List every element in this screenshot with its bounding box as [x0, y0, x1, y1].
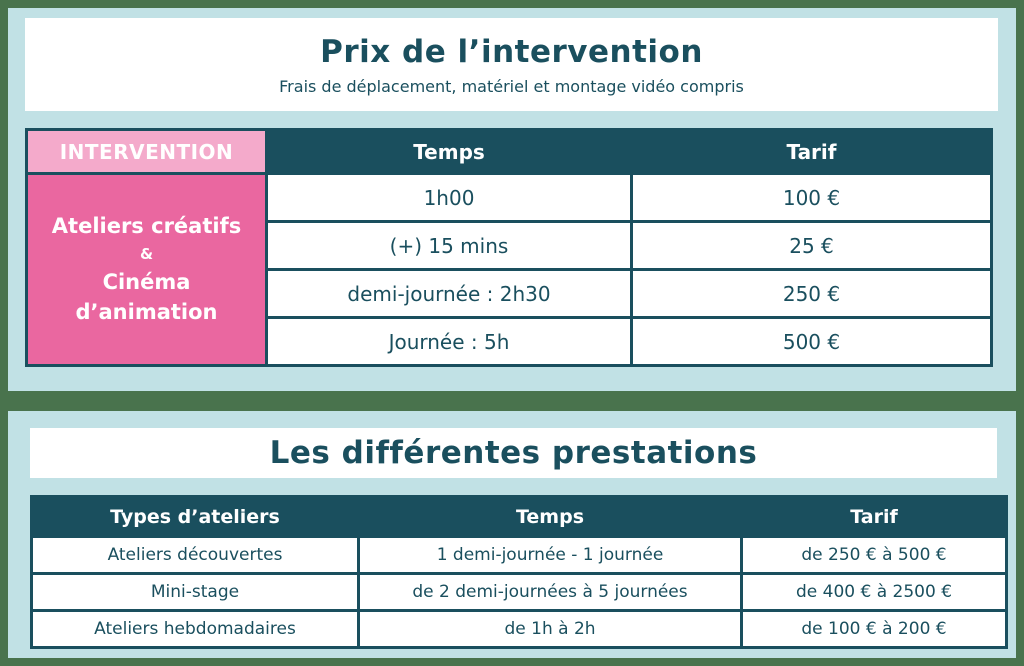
temps-column-header: Temps	[265, 128, 633, 175]
ampersand: &	[139, 244, 154, 263]
intervention-title: Prix de l’intervention	[320, 33, 703, 70]
table-header-row: INTERVENTION Temps Tarif	[25, 128, 993, 175]
table-row: demi-journée : 2h30 250 €	[27, 268, 993, 319]
temps-cell: 1 demi-journée - 1 journée	[357, 535, 743, 575]
tarif-cell: 25 €	[630, 220, 993, 271]
temps-cell: de 1h à 2h	[357, 609, 743, 649]
tarif-column-header: Tarif	[630, 128, 993, 175]
intervention-label-line: Cinéma	[102, 270, 191, 295]
intervention-pricing-table: INTERVENTION Temps Tarif Ateliers créati…	[25, 128, 993, 367]
prestations-title-card: Les différentes prestations	[30, 428, 997, 478]
type-cell: Mini-stage	[30, 572, 360, 612]
type-cell: Ateliers hebdomadaires	[30, 609, 360, 649]
temps-cell: Journée : 5h	[265, 316, 633, 367]
intervention-title-card: Prix de l’intervention Frais de déplacem…	[25, 18, 998, 111]
tarif-cell: 250 €	[630, 268, 993, 319]
table-row: Journée : 5h 500 €	[27, 316, 993, 367]
types-column-header: Types d’ateliers	[30, 495, 360, 538]
tarif-cell: de 400 € à 2500 €	[740, 572, 1008, 612]
intervention-label-line: Ateliers créatifs	[51, 214, 242, 239]
tarif-cell: 100 €	[630, 172, 993, 223]
type-cell: Ateliers découvertes	[30, 535, 360, 575]
temps-cell: demi-journée : 2h30	[265, 268, 633, 319]
temps-column-header: Temps	[357, 495, 743, 538]
prestations-table: Types d’ateliers Temps Tarif Ateliers dé…	[30, 495, 1008, 649]
intervention-label-line: d’animation	[75, 300, 218, 325]
intervention-column-header: INTERVENTION	[25, 128, 268, 175]
section-prestations: Les différentes prestations Types d’atel…	[8, 411, 1016, 658]
table-row: Mini-stage de 2 demi-journées à 5 journé…	[30, 572, 1008, 612]
prestations-title: Les différentes prestations	[269, 435, 758, 471]
tarif-cell: 500 €	[630, 316, 993, 367]
table-row: (+) 15 mins 25 €	[27, 220, 993, 271]
tarif-column-header: Tarif	[740, 495, 1008, 538]
table-row: Ateliers découvertes 1 demi-journée - 1 …	[30, 535, 1008, 575]
temps-cell: 1h00	[265, 172, 633, 223]
table-row: Ateliers hebdomadaires de 1h à 2h de 100…	[30, 609, 1008, 649]
table-header-row: Types d’ateliers Temps Tarif	[30, 495, 1008, 538]
temps-cell: de 2 demi-journées à 5 journées	[357, 572, 743, 612]
intervention-subtitle: Frais de déplacement, matériel et montag…	[279, 76, 744, 96]
section-intervention: Prix de l’intervention Frais de déplacem…	[8, 8, 1016, 391]
tarif-cell: de 100 € à 200 €	[740, 609, 1008, 649]
tarif-cell: de 250 € à 500 €	[740, 535, 1008, 575]
table-row: Ateliers créatifs & Cinéma d’animation 1…	[25, 172, 993, 367]
temps-cell: (+) 15 mins	[265, 220, 633, 271]
intervention-label-cell: Ateliers créatifs & Cinéma d’animation	[25, 172, 268, 367]
